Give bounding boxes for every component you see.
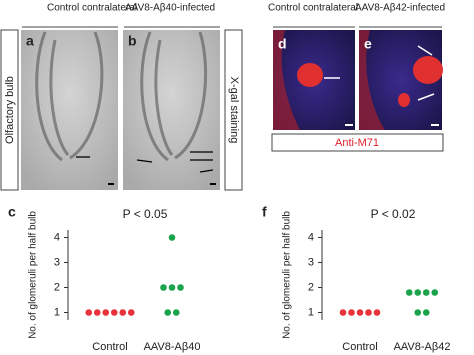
dot — [422, 289, 430, 296]
dot — [431, 289, 439, 296]
dot — [422, 309, 430, 316]
dot — [110, 309, 118, 316]
y-tick-label: 2 — [308, 281, 314, 293]
side-box — [224, 29, 243, 191]
dot — [365, 309, 372, 316]
y-tick-label: 3 — [308, 256, 314, 268]
header: Control contralateral — [268, 3, 358, 14]
annotation: P < 0.05 — [123, 207, 168, 221]
panel-label: c — [8, 204, 16, 220]
panel-label: a — [26, 33, 34, 49]
header: Control contralateral — [47, 3, 137, 14]
dot — [160, 284, 167, 291]
y-tick-label: 4 — [54, 231, 60, 243]
dot — [405, 289, 413, 296]
dot — [102, 309, 110, 316]
y-tick-label: 1 — [54, 306, 60, 318]
dot — [356, 309, 364, 316]
side-box — [0, 29, 19, 191]
red-region — [359, 30, 385, 130]
dot — [93, 309, 101, 316]
panel-label: d — [278, 36, 287, 52]
dot — [414, 309, 422, 316]
dot — [339, 309, 347, 316]
dot — [168, 234, 176, 241]
x-tick-label: Control — [342, 341, 377, 353]
bulb-outline — [35, 31, 104, 162]
arrows — [324, 45, 435, 101]
dot — [164, 309, 172, 316]
bulb-outline — [140, 31, 208, 162]
dot — [127, 309, 135, 316]
glomerulus — [297, 63, 323, 87]
dot — [85, 309, 93, 316]
y-tick-label: 1 — [308, 306, 314, 318]
panel-label: f — [262, 204, 267, 220]
dot — [348, 309, 355, 316]
x-tick-label: Control — [92, 341, 127, 353]
scale-bar — [210, 183, 216, 185]
y-axis-label: No. of glomeruli per half bulb — [28, 211, 39, 339]
glomerulus — [398, 93, 410, 107]
annotation: P < 0.02 — [371, 207, 416, 221]
dot — [119, 309, 127, 316]
dot — [177, 284, 184, 291]
header: AAV8-Aβ42-infected — [355, 3, 445, 14]
panel-label: b — [128, 33, 137, 49]
glomerulus — [413, 56, 443, 84]
y-tick-label: 3 — [54, 256, 60, 268]
micrograph — [21, 30, 118, 190]
scale-bar — [431, 124, 439, 126]
header: AAV8-Aβ40-infected — [125, 3, 215, 14]
dot — [168, 284, 176, 291]
y-axis-label: No. of glomeruli per half bulb — [282, 211, 293, 339]
side-label: Olfactory bulb — [4, 76, 16, 144]
stain-box — [271, 133, 444, 152]
stain-label: Anti-M71 — [335, 137, 379, 149]
y-tick-label: 2 — [54, 281, 60, 293]
dot — [414, 289, 422, 296]
dot — [172, 309, 180, 316]
x-tick-label: AAV8-Aβ40 — [144, 341, 201, 353]
dot — [373, 309, 381, 316]
side-label: X-gal staining — [228, 77, 240, 144]
x-tick-label: AAV8-Aβ42 — [394, 341, 451, 353]
arrows — [76, 151, 214, 173]
panel-label: e — [364, 36, 372, 52]
y-tick-label: 4 — [308, 231, 314, 243]
red-region — [273, 30, 300, 130]
scale-bar — [108, 183, 114, 185]
scale-bar — [345, 124, 353, 126]
